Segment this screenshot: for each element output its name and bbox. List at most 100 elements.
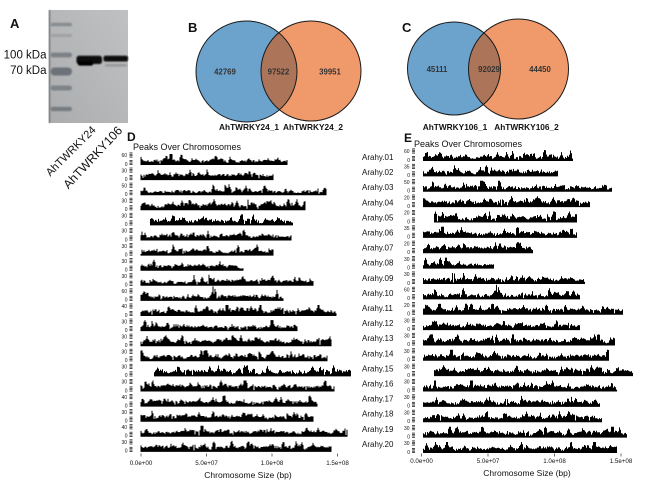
svg-text:0: 0 [407,435,410,441]
svg-text:0: 0 [407,342,410,348]
svg-text:Arahy.01: Arahy.01 [362,153,394,162]
svg-text:Arahy.10: Arahy.10 [362,289,394,298]
svg-text:0: 0 [407,173,410,179]
svg-text:AhTWRKY106_2: AhTWRKY106_2 [494,122,559,132]
svg-text:0: 0 [125,373,128,379]
svg-text:30: 30 [404,334,410,340]
svg-text:0: 0 [407,419,410,425]
svg-text:30: 30 [121,168,127,174]
svg-text:Arahy.02: Arahy.02 [362,168,394,177]
svg-text:30: 30 [404,395,410,401]
svg-text:30: 30 [404,257,410,263]
svg-text:Arahy.19: Arahy.19 [362,425,394,434]
svg-text:Arahy.16: Arahy.16 [362,380,394,389]
svg-text:E: E [404,131,412,145]
svg-text:Arahy.08: Arahy.08 [362,259,394,268]
svg-text:Arahy.03: Arahy.03 [362,183,394,192]
svg-text:Arahy.06: Arahy.06 [362,229,394,238]
svg-text:97522: 97522 [268,68,290,77]
svg-text:20: 20 [404,303,410,309]
svg-text:44450: 44450 [529,65,551,74]
svg-text:0: 0 [407,450,410,456]
svg-text:30: 30 [121,380,127,386]
svg-text:0: 0 [407,358,410,364]
svg-text:Arahy.07: Arahy.07 [362,244,394,253]
svg-text:30: 30 [121,229,127,235]
svg-text:0: 0 [125,162,128,168]
svg-text:0: 0 [125,222,128,228]
svg-text:30: 30 [121,440,127,446]
svg-text:Arahy.18: Arahy.18 [362,410,394,419]
svg-text:0: 0 [125,388,128,394]
svg-text:60: 60 [121,289,127,295]
svg-text:0: 0 [125,343,128,349]
svg-text:D: D [127,130,136,144]
svg-text:39951: 39951 [319,68,341,77]
svg-text:C: C [402,20,412,35]
svg-text:92029: 92029 [478,65,500,74]
svg-text:40: 40 [121,395,127,401]
svg-text:1.0e+08: 1.0e+08 [261,460,284,467]
svg-text:0: 0 [125,283,128,289]
svg-text:60: 60 [404,149,410,155]
svg-text:30: 30 [121,334,127,340]
svg-text:5.0e+07: 5.0e+07 [195,460,218,467]
svg-text:30: 30 [121,410,127,416]
svg-text:0: 0 [407,219,410,225]
svg-text:0: 0 [125,192,128,198]
svg-text:0: 0 [125,298,128,304]
svg-text:30: 30 [121,365,127,371]
svg-text:Arahy.11: Arahy.11 [362,304,393,313]
svg-text:1.0e+08: 1.0e+08 [543,458,566,465]
svg-text:Arahy.13: Arahy.13 [362,334,394,343]
svg-text:0: 0 [407,327,410,333]
svg-text:30: 30 [404,364,410,370]
svg-text:30: 30 [404,411,410,417]
svg-text:50: 50 [404,180,410,186]
svg-text:B: B [188,20,197,35]
svg-text:0: 0 [125,449,128,455]
svg-text:0: 0 [125,252,128,258]
svg-text:0: 0 [407,404,410,410]
svg-text:AhTWRKY24_2: AhTWRKY24_2 [283,122,343,132]
svg-text:30: 30 [404,441,410,447]
svg-text:Arahy.14: Arahy.14 [362,349,394,358]
svg-text:0: 0 [125,313,128,319]
svg-text:0: 0 [125,403,128,409]
svg-text:0: 0 [125,434,128,440]
svg-text:42769: 42769 [214,68,236,77]
svg-text:0: 0 [407,189,410,195]
svg-text:0: 0 [407,312,410,318]
svg-text:30: 30 [404,318,410,324]
svg-text:30: 30 [121,244,127,250]
svg-text:30: 30 [121,259,127,265]
svg-text:Arahy.17: Arahy.17 [362,395,394,404]
svg-text:0: 0 [407,281,410,287]
svg-text:60: 60 [404,288,410,294]
svg-text:0: 0 [407,388,410,394]
svg-text:Arahy.20: Arahy.20 [362,440,394,449]
svg-text:40: 40 [121,425,127,431]
svg-text:30: 30 [121,199,127,205]
svg-text:Arahy.05: Arahy.05 [362,213,394,222]
svg-text:0: 0 [407,296,410,302]
svg-text:Arahy.12: Arahy.12 [362,319,394,328]
svg-text:0.0e+00: 0.0e+00 [410,458,433,465]
svg-text:Arahy.04: Arahy.04 [362,198,394,207]
svg-text:30: 30 [121,350,127,356]
svg-text:0: 0 [125,328,128,334]
svg-text:Chromosome Size (bp): Chromosome Size (bp) [483,468,571,478]
svg-text:Peaks Over Chromosomes: Peaks Over Chromosomes [133,142,242,152]
svg-text:40: 40 [121,304,127,310]
svg-text:AhTWRKY24_1: AhTWRKY24_1 [219,122,279,132]
svg-text:0: 0 [125,358,128,364]
svg-text:Chromosome Size (bp): Chromosome Size (bp) [204,470,292,480]
svg-text:0: 0 [407,158,410,164]
svg-text:AhTWRKY106_1: AhTWRKY106_1 [423,122,488,132]
svg-text:0: 0 [125,268,128,274]
svg-text:35: 35 [404,226,410,232]
svg-text:0: 0 [407,265,410,271]
svg-text:1.5e+08: 1.5e+08 [326,460,349,467]
svg-text:100 kDa: 100 kDa [4,50,47,62]
svg-text:20: 20 [404,195,410,201]
